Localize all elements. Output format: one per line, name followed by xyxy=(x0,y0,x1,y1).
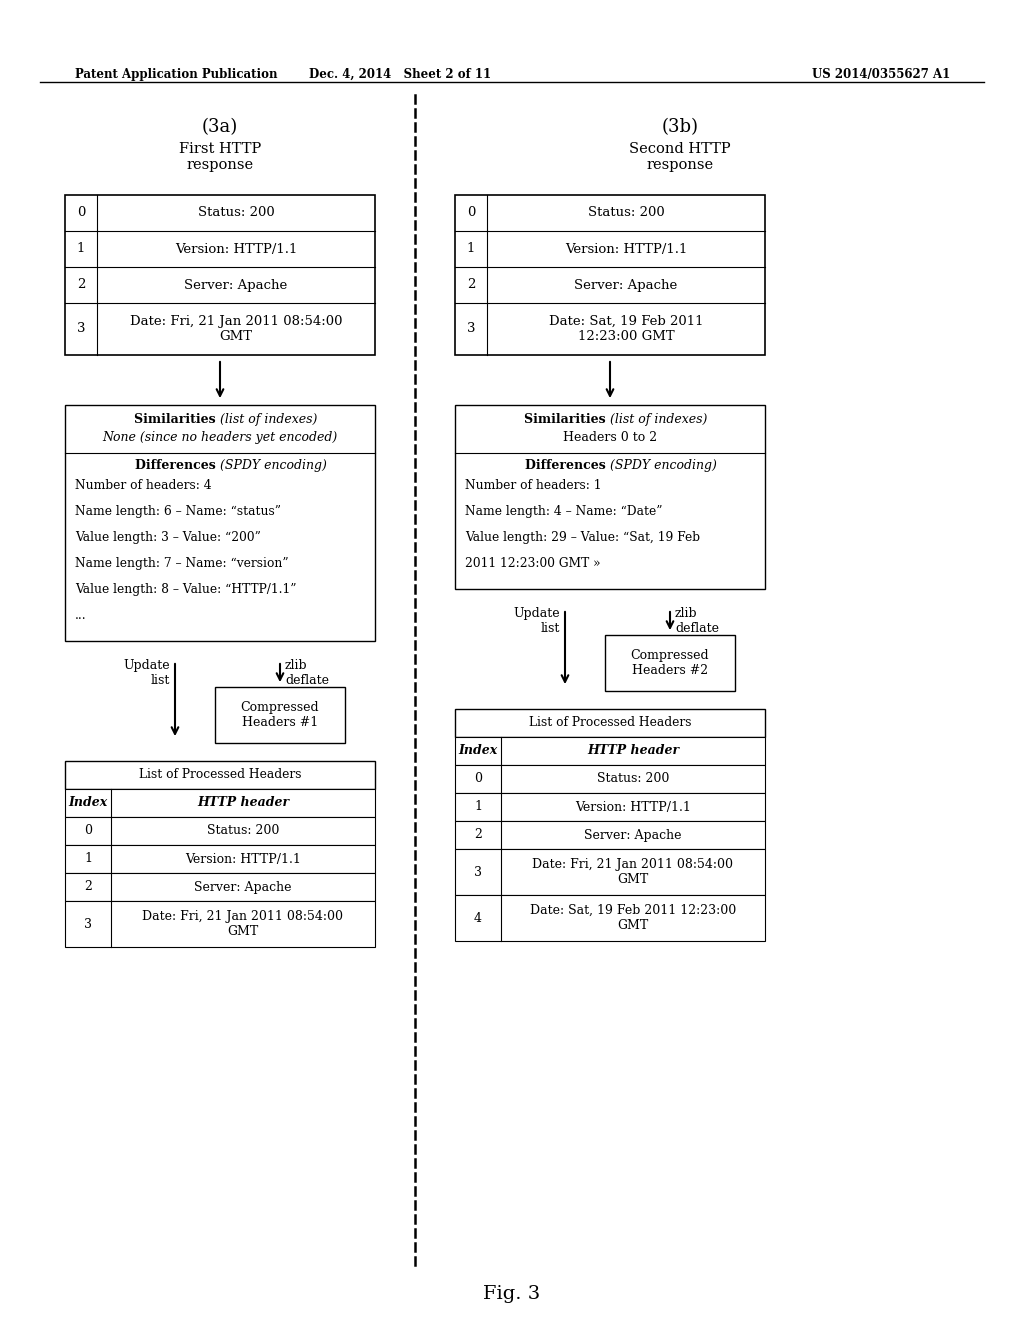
Text: 0: 0 xyxy=(474,772,482,785)
Text: 3: 3 xyxy=(84,917,92,931)
Text: Second HTTP
response: Second HTTP response xyxy=(629,143,731,172)
Bar xyxy=(65,817,375,845)
Text: Server: Apache: Server: Apache xyxy=(574,279,678,292)
Text: Name length: 7 – Name: “version”: Name length: 7 – Name: “version” xyxy=(75,557,289,570)
Text: Version: HTTP/1.1: Version: HTTP/1.1 xyxy=(565,243,687,256)
Text: 2: 2 xyxy=(77,279,85,292)
Bar xyxy=(455,405,765,589)
Text: Similarities: Similarities xyxy=(134,413,220,426)
Text: Server: Apache: Server: Apache xyxy=(195,880,292,894)
Text: Update
list: Update list xyxy=(513,607,560,635)
Text: 2: 2 xyxy=(474,829,482,842)
Text: Dec. 4, 2014   Sheet 2 of 11: Dec. 4, 2014 Sheet 2 of 11 xyxy=(309,69,492,81)
Bar xyxy=(455,821,765,849)
Text: Number of headers: 4: Number of headers: 4 xyxy=(75,479,212,492)
Bar xyxy=(455,766,765,793)
Text: Fig. 3: Fig. 3 xyxy=(483,1284,541,1303)
Text: None (since no headers yet encoded): None (since no headers yet encoded) xyxy=(102,432,338,444)
Text: zlib
deflate: zlib deflate xyxy=(675,607,719,635)
Text: Version: HTTP/1.1: Version: HTTP/1.1 xyxy=(575,800,691,813)
Text: 2: 2 xyxy=(84,880,92,894)
Text: Version: HTTP/1.1: Version: HTTP/1.1 xyxy=(185,853,301,866)
Text: Status: 200: Status: 200 xyxy=(588,206,665,219)
Text: Similarities: Similarities xyxy=(524,413,610,426)
Text: Differences: Differences xyxy=(525,459,610,473)
Text: (list of indexes): (list of indexes) xyxy=(610,413,708,426)
Text: Headers 0 to 2: Headers 0 to 2 xyxy=(563,432,657,444)
Bar xyxy=(455,793,765,821)
Text: (SPDY encoding): (SPDY encoding) xyxy=(220,459,327,473)
Text: Index: Index xyxy=(69,796,108,809)
Text: (SPDY encoding): (SPDY encoding) xyxy=(610,459,717,473)
Text: HTTP header: HTTP header xyxy=(197,796,289,809)
Text: Date: Fri, 21 Jan 2011 08:54:00
GMT: Date: Fri, 21 Jan 2011 08:54:00 GMT xyxy=(130,315,342,343)
Text: US 2014/0355627 A1: US 2014/0355627 A1 xyxy=(812,69,950,81)
Bar xyxy=(65,873,375,902)
Text: Value length: 3 – Value: “200”: Value length: 3 – Value: “200” xyxy=(75,531,261,544)
Bar xyxy=(65,195,375,355)
Text: Value length: 8 – Value: “HTTP/1.1”: Value length: 8 – Value: “HTTP/1.1” xyxy=(75,583,297,597)
Text: Value length: 29 – Value: “Sat, 19 Feb: Value length: 29 – Value: “Sat, 19 Feb xyxy=(465,531,700,544)
Bar xyxy=(65,789,375,817)
Text: Compressed
Headers #2: Compressed Headers #2 xyxy=(631,649,710,677)
Text: Update
list: Update list xyxy=(123,659,170,686)
Bar xyxy=(65,902,375,946)
Text: Name length: 4 – Name: “Date”: Name length: 4 – Name: “Date” xyxy=(465,506,663,517)
Text: 0: 0 xyxy=(467,206,475,219)
Text: List of Processed Headers: List of Processed Headers xyxy=(528,717,691,730)
Bar xyxy=(455,849,765,895)
Text: Date: Sat, 19 Feb 2011 12:23:00
GMT: Date: Sat, 19 Feb 2011 12:23:00 GMT xyxy=(529,904,736,932)
Text: 2011 12:23:00 GMT »: 2011 12:23:00 GMT » xyxy=(465,557,601,570)
Text: 3: 3 xyxy=(474,866,482,879)
Text: Server: Apache: Server: Apache xyxy=(184,279,288,292)
Text: List of Processed Headers: List of Processed Headers xyxy=(138,768,301,781)
Text: Differences: Differences xyxy=(135,459,220,473)
Text: Compressed
Headers #1: Compressed Headers #1 xyxy=(241,701,319,729)
Text: HTTP header: HTTP header xyxy=(587,744,679,758)
Text: Date: Fri, 21 Jan 2011 08:54:00
GMT: Date: Fri, 21 Jan 2011 08:54:00 GMT xyxy=(532,858,733,886)
Text: 3: 3 xyxy=(77,322,85,335)
Bar xyxy=(65,762,375,789)
Text: 0: 0 xyxy=(84,825,92,837)
Text: zlib
deflate: zlib deflate xyxy=(285,659,329,686)
Text: Status: 200: Status: 200 xyxy=(597,772,670,785)
Text: (list of indexes): (list of indexes) xyxy=(220,413,317,426)
Text: Version: HTTP/1.1: Version: HTTP/1.1 xyxy=(175,243,297,256)
Bar xyxy=(455,195,765,355)
Bar xyxy=(65,405,375,642)
Text: 0: 0 xyxy=(77,206,85,219)
Text: Patent Application Publication: Patent Application Publication xyxy=(75,69,278,81)
Text: 3: 3 xyxy=(467,322,475,335)
Text: Server: Apache: Server: Apache xyxy=(585,829,682,842)
Text: 1: 1 xyxy=(77,243,85,256)
Text: (3a): (3a) xyxy=(202,117,239,136)
Text: Name length: 6 – Name: “status”: Name length: 6 – Name: “status” xyxy=(75,506,281,517)
Text: ...: ... xyxy=(75,609,87,622)
Bar xyxy=(455,709,765,737)
Bar xyxy=(65,845,375,873)
Text: 2: 2 xyxy=(467,279,475,292)
Text: 1: 1 xyxy=(84,853,92,866)
Text: Date: Sat, 19 Feb 2011
12:23:00 GMT: Date: Sat, 19 Feb 2011 12:23:00 GMT xyxy=(549,315,703,343)
Text: 1: 1 xyxy=(467,243,475,256)
Text: (3b): (3b) xyxy=(662,117,698,136)
Bar xyxy=(215,686,345,743)
Text: Status: 200: Status: 200 xyxy=(207,825,280,837)
Bar xyxy=(455,737,765,766)
Text: Date: Fri, 21 Jan 2011 08:54:00
GMT: Date: Fri, 21 Jan 2011 08:54:00 GMT xyxy=(142,909,343,939)
Bar xyxy=(605,635,735,690)
Text: 4: 4 xyxy=(474,912,482,924)
Text: First HTTP
response: First HTTP response xyxy=(179,143,261,172)
Text: Index: Index xyxy=(459,744,498,758)
Text: Number of headers: 1: Number of headers: 1 xyxy=(465,479,601,492)
Text: 1: 1 xyxy=(474,800,482,813)
Bar xyxy=(455,895,765,941)
Text: Status: 200: Status: 200 xyxy=(198,206,274,219)
